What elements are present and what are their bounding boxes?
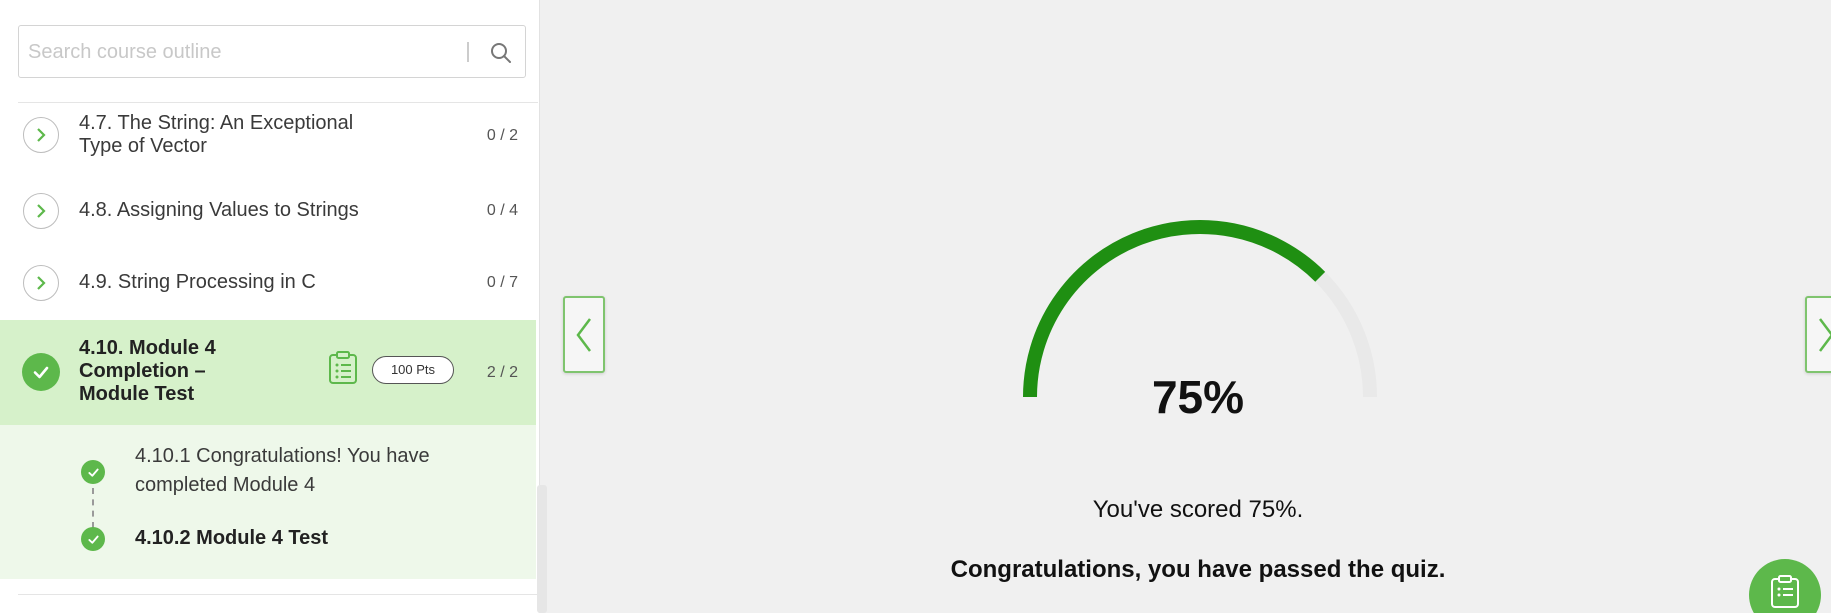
subitem-panel xyxy=(0,425,536,579)
subitem-4-10-1[interactable]: 4.10.1 Congratulations! You have complet… xyxy=(135,445,430,496)
subitem-4-10-2[interactable]: 4.10.2 Module 4 Test xyxy=(135,527,329,549)
outline-item-4-8[interactable]: 4.8. Assigning Values to Strings 0 / 4 xyxy=(0,175,536,247)
pass-message: Congratulations, you have passed the qui… xyxy=(950,556,1446,583)
expand-chevron-icon[interactable] xyxy=(23,117,59,153)
search-icon[interactable] xyxy=(489,41,513,65)
chevron-right-icon xyxy=(1819,317,1831,352)
gauge-fill xyxy=(1023,220,1326,398)
score-gauge xyxy=(1023,220,1377,398)
outline-item-4-7[interactable]: 4.7. The String: An Exceptional Type of … xyxy=(0,103,536,168)
search-input[interactable] xyxy=(28,38,468,66)
chevron-left-icon xyxy=(576,317,591,352)
outline-item-count: 2 / 2 xyxy=(486,364,518,381)
score-percentage: 75% xyxy=(1151,371,1245,423)
quiz-clipboard-button[interactable] xyxy=(1749,559,1821,613)
outline-item-4-10-active[interactable]: 4.10. Module 4 Completion – Module Test … xyxy=(0,320,536,425)
subitem-check-icon xyxy=(81,527,105,551)
outline-item-label: 4.10. Module 4 Completion – Module Test xyxy=(79,337,216,405)
course-outline-sidebar: 4.7. The String: An Exceptional Type of … xyxy=(0,0,540,613)
points-badge: 100 Pts xyxy=(372,356,454,384)
progress-connector xyxy=(92,488,94,528)
outline-item-label: 4.7. The String: An Exceptional Type of … xyxy=(79,112,354,157)
sidebar-divider xyxy=(18,102,538,103)
completed-check-icon xyxy=(22,353,60,391)
sidebar-scrollbar[interactable] xyxy=(537,485,547,613)
outline-item-label: 4.8. Assigning Values to Strings xyxy=(79,199,359,221)
outline-item-count: 0 / 2 xyxy=(486,127,518,144)
expand-chevron-icon[interactable] xyxy=(23,193,59,229)
clipboard-icon xyxy=(1771,575,1799,608)
score-message: You've scored 75%. xyxy=(1092,496,1304,523)
subitem-check-icon xyxy=(81,460,105,484)
outline-item-4-9[interactable]: 4.9. String Processing in C 0 / 7 xyxy=(0,247,536,319)
outline-item-count: 0 / 4 xyxy=(486,202,518,219)
search-separator xyxy=(467,42,469,62)
outline-item-count: 0 / 7 xyxy=(486,274,518,291)
expand-chevron-icon[interactable] xyxy=(23,265,59,301)
outline-item-label: 4.9. String Processing in C xyxy=(79,271,316,293)
search-box xyxy=(18,25,526,78)
previous-page-button[interactable] xyxy=(563,296,605,373)
sidebar-divider xyxy=(18,594,538,595)
next-page-button[interactable] xyxy=(1805,296,1831,373)
clipboard-icon xyxy=(329,351,357,384)
